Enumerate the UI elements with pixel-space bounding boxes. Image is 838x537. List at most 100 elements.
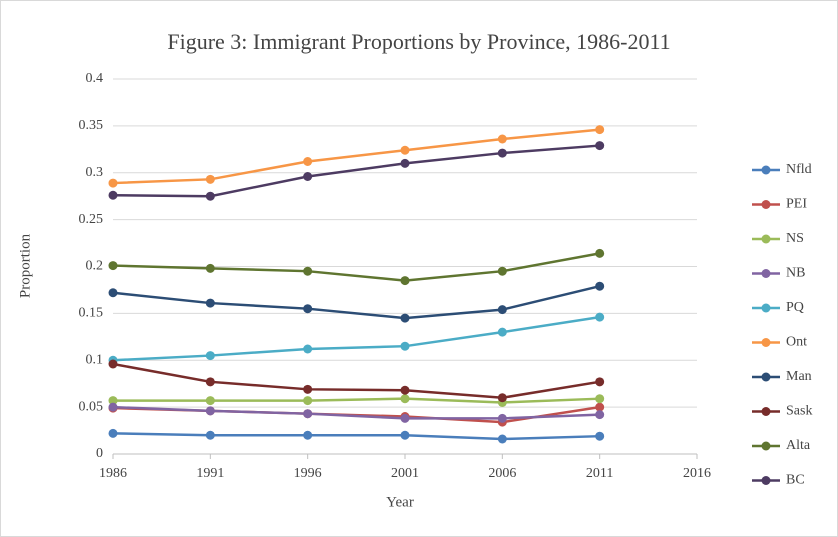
data-point bbox=[400, 413, 410, 423]
x-tick-label: 2011 bbox=[586, 466, 613, 481]
legend-label: PEI bbox=[786, 197, 807, 212]
data-point bbox=[497, 148, 507, 158]
data-point bbox=[497, 327, 507, 337]
x-tick-label: 2006 bbox=[488, 466, 516, 481]
series-line bbox=[112, 315, 600, 362]
data-point bbox=[303, 430, 313, 440]
data-point bbox=[497, 434, 507, 444]
legend-marker bbox=[761, 372, 771, 382]
data-point bbox=[400, 276, 410, 286]
data-point bbox=[108, 402, 118, 412]
legend-marker bbox=[761, 165, 771, 175]
data-point bbox=[303, 157, 313, 166]
data-point bbox=[108, 396, 118, 406]
data-point bbox=[400, 394, 410, 404]
data-point bbox=[595, 248, 605, 258]
y-tick-label: 0 bbox=[96, 446, 103, 461]
data-point bbox=[205, 298, 215, 308]
chart-title: Figure 3: Immigrant Proportions by Provi… bbox=[167, 29, 670, 54]
data-point bbox=[400, 313, 410, 323]
series-line bbox=[113, 397, 600, 404]
data-point bbox=[595, 377, 605, 387]
data-point bbox=[595, 141, 605, 151]
data-point bbox=[303, 396, 313, 406]
series-line bbox=[112, 362, 600, 400]
data-point bbox=[303, 266, 313, 276]
data-point bbox=[205, 174, 215, 184]
x-tick-label: 2001 bbox=[391, 466, 419, 481]
legend-label: Alta bbox=[786, 438, 811, 453]
legend-marker bbox=[761, 338, 771, 347]
data-point bbox=[400, 145, 410, 155]
data-point bbox=[205, 396, 215, 406]
data-point bbox=[303, 409, 313, 419]
y-tick-label: 0.35 bbox=[79, 118, 104, 133]
data-point bbox=[595, 312, 605, 322]
data-point bbox=[303, 172, 313, 181]
data-point bbox=[108, 190, 118, 200]
data-point bbox=[497, 413, 507, 423]
legend-marker bbox=[761, 234, 771, 244]
y-tick-label: 0.4 bbox=[86, 71, 104, 86]
y-axis-title: Proportion bbox=[17, 233, 33, 298]
y-tick-label: 0.05 bbox=[79, 399, 104, 414]
legend-label: NS bbox=[786, 231, 804, 246]
y-tick-label: 0.15 bbox=[79, 306, 104, 321]
x-axis-title: Year bbox=[386, 494, 414, 510]
data-point bbox=[205, 430, 215, 440]
series-line bbox=[112, 128, 600, 185]
data-point bbox=[497, 393, 507, 403]
legend-marker bbox=[761, 303, 771, 313]
data-point bbox=[497, 134, 507, 144]
data-point bbox=[595, 410, 605, 420]
data-point bbox=[595, 125, 605, 135]
data-point bbox=[108, 261, 118, 271]
legend-label: Nfld bbox=[786, 162, 812, 177]
legend-label: Man bbox=[786, 369, 812, 384]
data-point bbox=[400, 430, 410, 440]
data-point bbox=[108, 178, 118, 188]
data-point bbox=[595, 281, 605, 291]
data-point bbox=[595, 431, 605, 441]
data-point bbox=[108, 359, 118, 369]
legend-marker bbox=[761, 200, 771, 209]
data-point bbox=[400, 158, 410, 168]
legend-label: NB bbox=[786, 266, 805, 281]
series-line bbox=[112, 432, 600, 441]
legend-label: Ont bbox=[786, 335, 807, 350]
legend-marker bbox=[761, 476, 771, 485]
data-point bbox=[400, 341, 410, 351]
y-tick-label: 0.2 bbox=[86, 259, 104, 274]
series-line bbox=[112, 405, 600, 420]
data-point bbox=[303, 304, 313, 314]
series-line bbox=[112, 252, 600, 282]
series-line bbox=[112, 284, 600, 320]
y-tick-label: 0.1 bbox=[86, 352, 104, 367]
data-point bbox=[205, 406, 215, 416]
x-tick-label: 1996 bbox=[294, 466, 322, 481]
data-point bbox=[595, 402, 605, 412]
data-point bbox=[205, 191, 215, 201]
x-tick-label: 1986 bbox=[99, 466, 127, 481]
y-tick-label: 0.3 bbox=[86, 165, 104, 180]
legend-label: Sask bbox=[786, 404, 812, 419]
data-point bbox=[303, 384, 313, 394]
series-line bbox=[112, 144, 600, 198]
legend-label: BC bbox=[786, 473, 805, 488]
data-point bbox=[205, 351, 215, 361]
data-point bbox=[108, 428, 118, 438]
y-tick-label: 0.25 bbox=[79, 212, 104, 227]
data-point bbox=[400, 385, 410, 395]
data-point bbox=[303, 344, 313, 354]
data-point bbox=[205, 263, 215, 273]
data-point bbox=[205, 377, 215, 387]
x-tick-label: 1991 bbox=[196, 466, 224, 481]
legend-marker bbox=[761, 407, 771, 416]
data-point bbox=[497, 266, 507, 276]
data-point bbox=[595, 394, 605, 404]
legend-marker bbox=[761, 269, 771, 278]
legend-marker bbox=[761, 441, 771, 451]
x-tick-label: 2016 bbox=[683, 466, 711, 481]
